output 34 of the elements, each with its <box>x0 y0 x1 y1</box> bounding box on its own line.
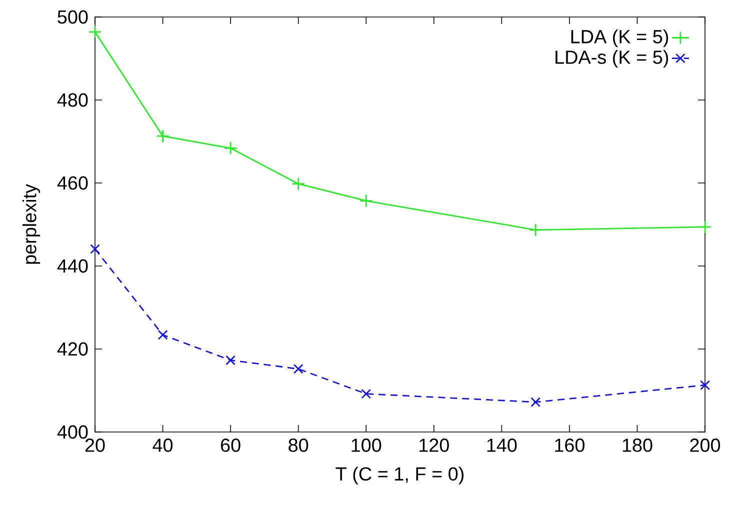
point <box>361 388 372 399</box>
x-tick-label: 200 <box>690 438 720 452</box>
y-tick-label: 500 <box>58 10 88 24</box>
x-tick-label: 160 <box>555 438 584 452</box>
point <box>90 244 100 254</box>
point <box>224 141 238 155</box>
y-tick-label: 420 <box>57 342 88 356</box>
x-tick-label: 60 <box>220 438 240 452</box>
y-tick-label: 460 <box>57 176 88 190</box>
point <box>156 129 170 143</box>
point <box>293 364 304 374</box>
point <box>226 355 236 366</box>
x-tick-label: 120 <box>420 438 449 452</box>
point <box>698 220 712 234</box>
y-tick-label: 440 <box>57 259 88 273</box>
y-tick-label: 400 <box>57 425 88 439</box>
point <box>292 177 306 191</box>
legend-label: LDA-s (K = 5) <box>556 50 668 68</box>
point <box>359 194 373 208</box>
x-axis-title: T (C = 1, F = 0) <box>336 466 464 484</box>
y-axis-title: perplexity <box>22 184 40 264</box>
x-tick-label: 20 <box>85 438 105 452</box>
point <box>88 25 102 39</box>
x-tick-label: 180 <box>622 438 652 452</box>
point <box>700 380 710 390</box>
x-tick-label: 80 <box>288 438 308 452</box>
x-tick-label: 100 <box>352 438 382 452</box>
legend-label: LDA (K = 5) <box>571 29 668 48</box>
point <box>158 330 168 340</box>
x-tick-label: 140 <box>487 438 517 452</box>
x-tick-label: 40 <box>152 438 173 452</box>
point <box>528 223 542 237</box>
point <box>530 397 541 408</box>
y-tick-label: 480 <box>57 93 88 107</box>
